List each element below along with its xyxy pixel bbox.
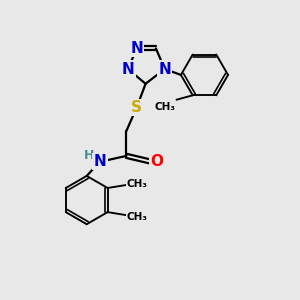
Text: N: N [122,61,134,76]
Text: CH₃: CH₃ [127,178,148,189]
Text: S: S [131,100,142,115]
Text: N: N [158,61,171,76]
Text: CH₃: CH₃ [127,212,148,221]
Text: CH₃: CH₃ [154,102,175,112]
Text: N: N [94,154,106,169]
Text: O: O [150,154,163,169]
Text: H: H [84,149,94,162]
Text: N: N [130,41,143,56]
